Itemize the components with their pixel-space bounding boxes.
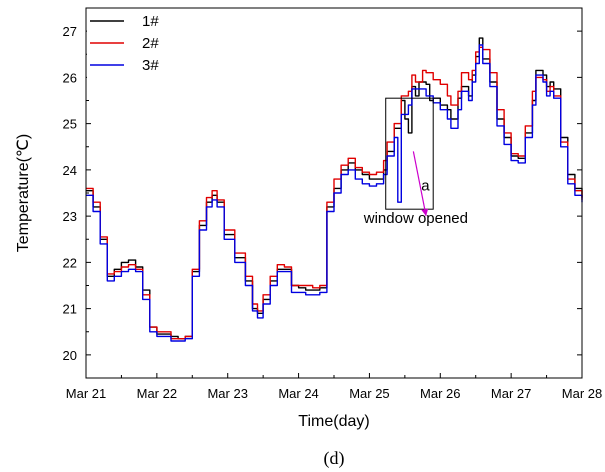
- series-layer: [86, 37, 583, 342]
- y-axis: 20 21 22 23 24 25 26 27: [63, 24, 582, 363]
- x-tick-label: Mar 24: [278, 386, 318, 401]
- y-tick-label: 25: [63, 117, 77, 132]
- y-tick-label: 27: [63, 24, 77, 39]
- y-tick-label: 24: [63, 163, 77, 178]
- legend: 1# 2# 3#: [87, 9, 163, 79]
- x-axis-title: Time(day): [298, 413, 369, 430]
- legend-label: 1#: [142, 13, 159, 30]
- x-tick-label: Mar 23: [207, 386, 247, 401]
- y-tick-label: 21: [63, 302, 77, 317]
- x-tick-label: Mar 27: [491, 386, 531, 401]
- window-region-box: [385, 97, 434, 210]
- y-axis-title: Temperature(℃): [15, 134, 32, 252]
- y-tick-label: 26: [63, 70, 77, 85]
- y-tick-label: 23: [63, 209, 77, 224]
- x-tick-label: Mar 25: [349, 386, 389, 401]
- window-opened-annotation: a window opened: [363, 97, 468, 227]
- x-tick-label: Mar 28: [562, 386, 602, 401]
- x-axis: Mar 21 Mar 22 Mar 23 Mar 24 Mar 25 Mar 26 Mar …: [66, 373, 602, 401]
- x-tick-label: Mar 21: [66, 386, 106, 401]
- x-tick-label: Mar 26: [420, 386, 460, 401]
- annotation-arrow-head: [421, 208, 429, 217]
- legend-label: 3#: [142, 57, 159, 74]
- annotation-box-label: a: [421, 178, 430, 195]
- annotation-window-opened-label: window opened: [363, 210, 468, 227]
- y-tick-label: 22: [63, 255, 77, 270]
- legend-label: 2#: [142, 35, 159, 52]
- y-tick-label: 20: [63, 348, 77, 363]
- x-tick-label: Mar 22: [137, 386, 177, 401]
- series-line-3: [86, 44, 583, 342]
- figure-caption: (d): [324, 448, 345, 469]
- annotation-arrow-line: [412, 151, 427, 217]
